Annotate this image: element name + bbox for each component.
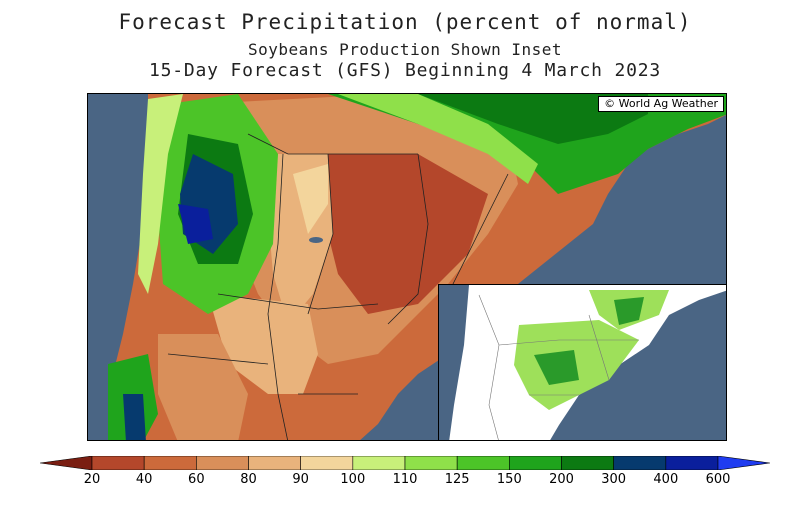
colorbar-segment	[352, 456, 406, 470]
legend-tick-label: 600	[705, 472, 731, 487]
colorbar-segment	[196, 456, 249, 470]
colorbar-segment	[404, 456, 458, 470]
credit-label: © World Ag Weather	[598, 96, 724, 112]
political-borders	[167, 133, 509, 440]
inset-borders	[478, 294, 639, 440]
precip-zone-south-80	[158, 334, 248, 440]
colorbar-segment	[613, 456, 667, 470]
precip-zone-andes-light	[138, 94, 183, 294]
precip-zone-north-light	[338, 94, 538, 184]
soybean-production-inset	[438, 284, 727, 441]
precip-zone-south-chile-blue	[123, 394, 146, 440]
legend-tick-label: 90	[292, 472, 309, 487]
colorbar-arrow-low	[40, 456, 93, 470]
precip-zone-north-dark	[418, 94, 648, 144]
colorbar-segment	[456, 456, 510, 470]
lake-marker	[309, 237, 323, 243]
precipitation-map: © World Ag Weather	[87, 93, 727, 441]
colorbar-segment	[509, 456, 562, 470]
colorbar-segment	[561, 456, 614, 470]
map-subtitle: Soybeans Production Shown Inset	[247, 40, 563, 59]
legend-tick-label: 60	[188, 472, 205, 487]
map-title: Forecast Precipitation (percent of norma…	[118, 10, 692, 34]
colorbar-arrow-high	[717, 456, 770, 470]
legend-tick-label: 125	[444, 472, 470, 487]
colorbar-segment	[248, 456, 301, 470]
legend-tick-label: 300	[601, 472, 627, 487]
legend-tick-label: 110	[392, 472, 418, 487]
inset-soy-core2	[614, 297, 644, 325]
precip-zone-andes-max	[178, 204, 213, 244]
map-forecast-period: 15-Day Forecast (GFS) Beginning 4 March …	[148, 60, 662, 81]
colorbar-svg	[40, 456, 770, 470]
legend-tick-label: 100	[340, 472, 366, 487]
legend-tick-label: 200	[549, 472, 574, 487]
colorbar-segment	[665, 456, 719, 470]
legend-ticks: 20 40 60 80 90 100 110 125 150 200 300 400 600	[0, 470, 810, 490]
precip-zone-100	[293, 164, 328, 234]
legend-tick-label: 40	[135, 472, 153, 487]
inset-map	[449, 285, 726, 440]
legend-tick-label: 400	[653, 472, 679, 487]
map-canvas	[108, 94, 726, 440]
legend-tick-label: 150	[496, 472, 522, 487]
legend-colorbar	[40, 456, 770, 470]
colorbar-segment	[300, 456, 354, 470]
colorbar-segment	[91, 456, 145, 470]
colorbar-segment	[143, 456, 197, 470]
legend-tick-label: 20	[83, 472, 101, 487]
inset-soy-core	[534, 350, 579, 385]
legend-tick-label: 80	[240, 472, 257, 487]
precip-zone-60	[318, 154, 488, 314]
